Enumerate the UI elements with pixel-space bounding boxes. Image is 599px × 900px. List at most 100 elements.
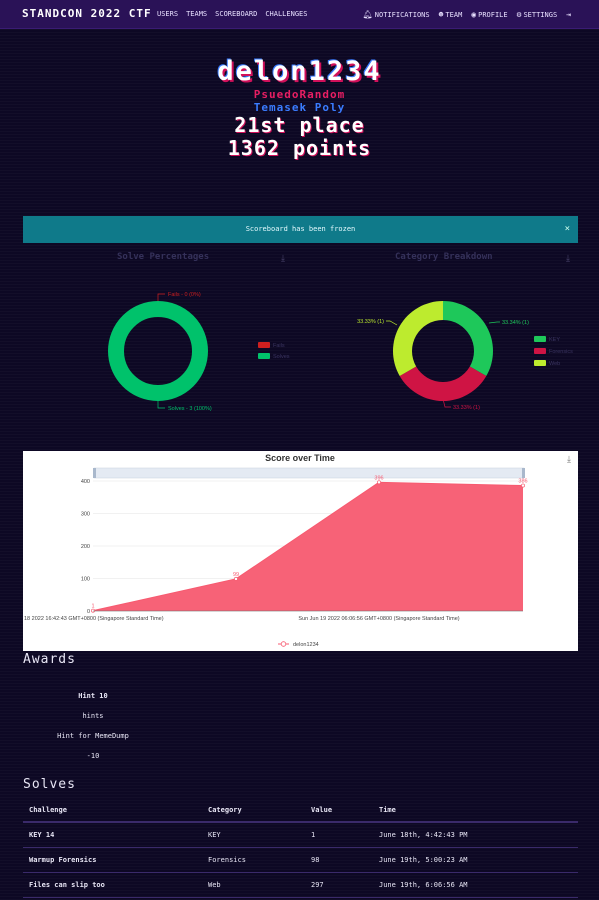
- user-circle-icon: ◉: [471, 10, 477, 19]
- category-cell: KEY: [202, 822, 305, 848]
- fails-label: Fails - 0 (0%): [168, 292, 201, 298]
- logout-icon[interactable]: ⇥: [566, 10, 571, 19]
- download-icon[interactable]: ⤓: [281, 254, 285, 264]
- slice-web: [393, 301, 443, 376]
- nav-notifications[interactable]: 🔔︎ NOTIFICATIONS: [362, 10, 430, 19]
- award-value: -10: [86, 752, 100, 760]
- key-leader-line: [488, 321, 500, 324]
- x-tick-label: 18 2022 16:42:43 GMT+0800 (Singapore Sta…: [24, 616, 164, 622]
- zoom-slider[interactable]: [93, 467, 525, 479]
- nav-team[interactable]: ☻ TEAM: [438, 10, 463, 19]
- solves-leader-line: [157, 401, 165, 409]
- time-cell: June 19th, 5:00:23 AM: [373, 847, 578, 873]
- solves-heading: Solves: [23, 777, 76, 792]
- data-point[interactable]: [521, 483, 525, 488]
- solve-percentages-title: Solve Percentages: [117, 252, 210, 262]
- team-link[interactable]: Temasek Poly: [253, 101, 346, 114]
- web-label: 33.33% (1): [357, 319, 384, 325]
- alert-message: Scoreboard has been frozen: [245, 225, 356, 233]
- table-row: KEY 14 KEY 1 June 18th, 4:42:43 PM: [23, 822, 578, 848]
- solves-slice: [108, 301, 208, 401]
- frozen-alert: Scoreboard has been frozen ×: [23, 216, 578, 243]
- data-label: 1: [91, 604, 94, 610]
- y-tick-label: 100: [81, 577, 90, 583]
- y-tick-label: 300: [81, 512, 90, 518]
- top-navbar: STANDCON 2022 CTF USERS TEAMS SCOREBOARD…: [0, 0, 599, 29]
- slice-forensics: [399, 366, 487, 401]
- data-label: 99: [233, 572, 239, 578]
- cogs-icon: ⚙: [516, 10, 522, 19]
- nav-links: USERS TEAMS SCOREBOARD CHALLENGES: [157, 10, 307, 18]
- challenge-link[interactable]: KEY 14: [23, 822, 202, 848]
- legend-marker: [280, 641, 287, 647]
- solves-label: Solves - 3 (100%): [168, 406, 212, 412]
- table-row: Files can slip too Web 297 June 19th, 6:…: [23, 872, 578, 898]
- data-label: 386: [518, 479, 527, 485]
- legend-web[interactable]: Web: [549, 361, 560, 367]
- key-label: 33.34% (1): [502, 320, 529, 326]
- legend-fails-swatch[interactable]: [258, 342, 270, 348]
- category-breakdown-chart: 33.34% (1) 33.33% (1) 33.33% (1) KEY For…: [357, 301, 573, 411]
- web-leader-line: [386, 320, 398, 326]
- col-value: Value: [305, 798, 373, 823]
- zoom-handle-left[interactable]: [93, 468, 96, 478]
- place: 21st place: [234, 113, 365, 137]
- fails-leader-line: [157, 293, 165, 301]
- score-line: [92, 481, 524, 612]
- nav-link-teams[interactable]: TEAMS: [186, 10, 208, 18]
- score-area: [93, 482, 523, 611]
- legend-solves-swatch[interactable]: [258, 353, 270, 359]
- category-cell: Forensics: [202, 847, 305, 873]
- y-tick-label: 200: [81, 544, 90, 550]
- forensics-label: 33.33% (1): [453, 405, 480, 411]
- table-header-row: Challenge Category Value Time: [23, 798, 578, 823]
- brand-logo[interactable]: STANDCON 2022 CTF: [22, 7, 152, 20]
- close-icon[interactable]: ×: [564, 224, 570, 234]
- slice-key: [443, 301, 493, 376]
- profile-header: delon1234 PsuedoRandom Temasek Poly 21st…: [0, 57, 599, 160]
- time-cell: June 19th, 6:06:56 AM: [373, 872, 578, 898]
- challenge-link[interactable]: Files can slip too: [23, 872, 202, 898]
- legend-web-swatch[interactable]: [534, 360, 546, 366]
- legend-forensics-swatch[interactable]: [534, 348, 546, 354]
- solves-table: Challenge Category Value Time KEY 14 KEY…: [23, 798, 578, 898]
- score-over-time-chart: Score over Time ⤓ 0 100 200 300 400 1 99 396 38…: [24, 453, 571, 648]
- challenge-link[interactable]: Warmup Forensics: [23, 847, 202, 873]
- data-point[interactable]: [91, 608, 95, 613]
- award-item: Hint 10 hints Hint for MemeDump -10: [23, 686, 163, 766]
- award-name: Hint 10: [78, 692, 108, 700]
- col-category: Category: [202, 798, 305, 823]
- nav-link-challenges[interactable]: CHALLENGES: [265, 10, 308, 18]
- legend-fails[interactable]: Fails: [273, 343, 285, 349]
- data-point[interactable]: [234, 576, 238, 581]
- legend-solves[interactable]: Solves: [273, 354, 290, 360]
- category-cell: Web: [202, 872, 305, 898]
- solve-percentages-chart: Fails - 0 (0%) Solves - 3 (100%) Fails S…: [108, 292, 290, 412]
- award-description: Hint for MemeDump: [57, 732, 129, 740]
- legend-series[interactable]: delon1234: [293, 642, 319, 648]
- legend-forensics[interactable]: Forensics: [549, 349, 573, 355]
- col-time: Time: [373, 798, 578, 823]
- zoom-handle-right[interactable]: [522, 468, 525, 478]
- points: 1362 points: [227, 136, 372, 160]
- data-point[interactable]: [377, 480, 381, 485]
- affiliation: PsuedoRandom: [253, 88, 346, 101]
- legend-key[interactable]: KEY: [549, 337, 560, 343]
- nav-link-scoreboard[interactable]: SCOREBOARD: [215, 10, 258, 18]
- nav-link-users[interactable]: USERS: [157, 10, 179, 18]
- chart-title: Score over Time: [265, 453, 335, 463]
- download-icon[interactable]: ⤓: [567, 455, 571, 465]
- score-over-time-card: Score over Time ⤓ 0 100 200 300 400 1 99 396 38…: [23, 451, 578, 651]
- award-category: hints: [82, 712, 104, 720]
- table-row: Warmup Forensics Forensics 98 June 19th,…: [23, 847, 578, 873]
- legend-key-swatch[interactable]: [534, 336, 546, 342]
- value-cell: 1: [305, 822, 373, 848]
- value-cell: 98: [305, 847, 373, 873]
- forensics-leader-line: [442, 398, 451, 408]
- nav-profile[interactable]: ◉ PROFILE: [471, 10, 508, 19]
- y-tick-label: 400: [81, 479, 90, 485]
- nav-settings[interactable]: ⚙ SETTINGS: [516, 10, 558, 19]
- download-icon[interactable]: ⤓: [566, 254, 570, 264]
- x-tick-label: Sun Jun 19 2022 06:06:56 GMT+0800 (Singa…: [298, 616, 459, 622]
- awards-heading: Awards: [23, 652, 76, 667]
